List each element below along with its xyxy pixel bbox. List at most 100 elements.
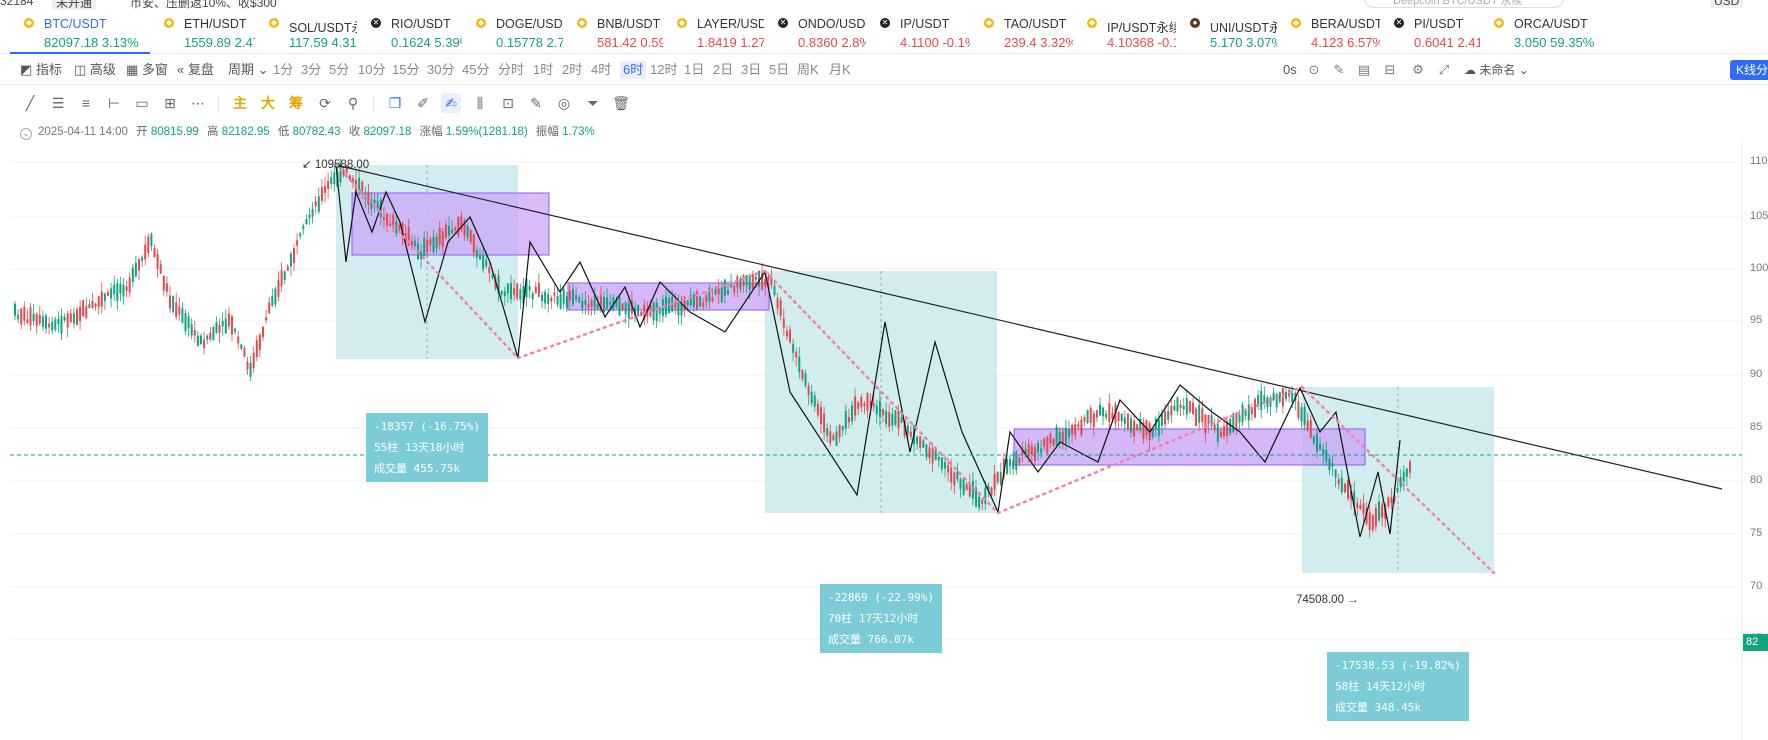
- ticker-tab[interactable]: ◆ ETH/USDT 1559.89 2.47%: [150, 12, 255, 54]
- filter-icon[interactable]: ⏷: [587, 95, 599, 111]
- ticker-tab[interactable]: ◆ BNB/USDT 581.42 0.59%: [563, 12, 663, 54]
- edit-list-icon[interactable]: ✎: [530, 95, 542, 111]
- ticker-price-value: 0.1624: [391, 35, 431, 50]
- advanced-button[interactable]: ◫ 高级: [74, 61, 116, 79]
- measurement-change: -18357 (-16.75%): [374, 420, 480, 433]
- candle-body: [1201, 408, 1204, 423]
- camera-icon[interactable]: ⊙: [1308, 62, 1320, 77]
- ticker-tab[interactable]: ◆ DOGE/USDT 0.15778 2.74%: [462, 12, 563, 54]
- ticker-change: 5.39%: [434, 35, 462, 50]
- horizontal-lines-icon[interactable]: ☰: [51, 95, 65, 111]
- ticker-change: 2.8%: [841, 35, 866, 50]
- period-option[interactable]: 5日: [769, 62, 790, 77]
- fullscreen-icon[interactable]: ⤢: [1438, 62, 1450, 77]
- chips-button[interactable]: 筹: [289, 95, 303, 111]
- period-option[interactable]: 45分: [462, 62, 490, 77]
- period-option[interactable]: 10分: [358, 62, 386, 77]
- ruler-icon[interactable]: ✐: [417, 95, 429, 111]
- horizontal-ray-icon[interactable]: ⊢: [107, 95, 121, 111]
- candle-body: [491, 274, 494, 278]
- period-option[interactable]: 30分: [427, 62, 455, 77]
- ticker-tab[interactable]: ✕ ONDO/USDT 0.8360 2.8%: [764, 12, 866, 54]
- candle-body: [1157, 420, 1160, 436]
- ticker-tab[interactable]: ✕ RIO/USDT 0.1624 5.39%: [357, 12, 462, 54]
- candle-body: [776, 297, 779, 309]
- period-option[interactable]: 15分: [392, 62, 420, 77]
- period-option[interactable]: 5分: [329, 62, 350, 77]
- period-option[interactable]: 分时: [498, 62, 525, 77]
- period-option[interactable]: 1日: [684, 62, 705, 77]
- measurement-box-1[interactable]: -18357 (-16.75%) 55柱 13天18小时 成交量 455.75k: [366, 413, 488, 482]
- open-label: 开: [136, 126, 148, 138]
- candle-body: [748, 276, 751, 290]
- promo-notice[interactable]: 币安、压删返10%、收$300: [130, 0, 277, 10]
- candle-body: [847, 417, 850, 423]
- period-option[interactable]: 周K: [797, 62, 819, 77]
- candle-body: [640, 311, 643, 316]
- binance-icon: ◆: [269, 18, 279, 28]
- replay-button[interactable]: « 复盘: [177, 61, 214, 79]
- y-axis-tick: 110: [1750, 155, 1768, 167]
- ticker-tab[interactable]: ◆ TAO/USDT 239.4 3.32%: [970, 12, 1073, 54]
- period-option[interactable]: 3日: [741, 62, 762, 77]
- big-order-button[interactable]: 大: [261, 95, 275, 111]
- layout-name-dropdown[interactable]: ☁ 未命名 ⌄: [1464, 61, 1529, 79]
- period-option[interactable]: 3分: [301, 62, 322, 77]
- ticker-change: 59.35%: [1550, 35, 1595, 50]
- pencil-icon[interactable]: ✎: [1333, 62, 1345, 77]
- ticker-tab[interactable]: ◆ ORCA/USDT 3.050 59.35%: [1480, 12, 1600, 54]
- measurement-box-2[interactable]: -22869 (-22.99%) 70柱 17天12小时 成交量 766.07k: [820, 584, 942, 653]
- candle-body: [730, 281, 733, 288]
- ticker-tab[interactable]: ◆ BERA/USDT 4.123 6.57%: [1277, 12, 1380, 54]
- price-chart[interactable]: 11010510095908580757065 82 ↙ 109588.00 7…: [0, 142, 1768, 740]
- candle-body: [711, 297, 714, 302]
- period-option[interactable]: 4时: [591, 62, 612, 77]
- period-option[interactable]: 2时: [562, 62, 583, 77]
- candle-body: [1312, 436, 1315, 444]
- period-option[interactable]: 6时: [620, 61, 647, 79]
- period-option[interactable]: 1时: [533, 62, 554, 77]
- parallel-channel-icon[interactable]: ≡: [81, 95, 91, 111]
- indicators-button[interactable]: ◩ 指标: [20, 61, 62, 79]
- main-indicator-button[interactable]: 主: [233, 95, 247, 111]
- magnet-icon[interactable]: ⚲: [347, 95, 359, 111]
- candles-icon[interactable]: ⫼: [476, 95, 484, 111]
- measurement-box-3[interactable]: -17538.53 (-19.82%) 58柱 14天12小时 成交量 348.…: [1327, 652, 1469, 721]
- currency-select[interactable]: USD: [1710, 0, 1744, 8]
- period-option[interactable]: 月K: [829, 62, 851, 77]
- multi-window-button[interactable]: ▦ 多窗: [126, 61, 168, 79]
- status-pill[interactable]: 未开通: [52, 0, 97, 10]
- hide-drawings-icon[interactable]: ◎: [557, 95, 571, 111]
- candle-body: [556, 296, 559, 305]
- period-option[interactable]: 2日: [713, 62, 734, 77]
- ticker-tab[interactable]: ✕ IP/USDT 4.1100 -0.1%: [866, 12, 970, 54]
- sync-icon[interactable]: ⟳: [319, 95, 331, 111]
- candle-body: [525, 278, 528, 298]
- period-option[interactable]: 1分: [273, 62, 294, 77]
- add-shape-icon[interactable]: ⊞: [164, 95, 176, 111]
- ticker-tab[interactable]: ◆ BTC/USDT 82097.18 3.13%: [10, 12, 150, 54]
- copy-icon[interactable]: ❐: [388, 95, 402, 111]
- candle-body: [1179, 404, 1182, 408]
- period-option[interactable]: 12时: [650, 62, 678, 77]
- layout-icon[interactable]: ▤: [1357, 62, 1371, 77]
- ticker-tab[interactable]: ● UNI/USDT永续5.170 3.07%: [1176, 12, 1277, 54]
- draw-mode-icon[interactable]: ✍: [441, 93, 461, 113]
- search-input[interactable]: Deepcoin BTC/USDT 永续: [1364, 0, 1564, 8]
- template-icon[interactable]: ⊟: [1384, 62, 1396, 77]
- rectangle-icon[interactable]: ▭: [135, 95, 149, 111]
- trend-line-icon[interactable]: ╱: [25, 95, 35, 111]
- kline-button[interactable]: K线分: [1730, 60, 1768, 80]
- collapse-icon[interactable]: ⌄: [20, 128, 32, 140]
- more-icon[interactable]: ⋯: [191, 95, 205, 111]
- lock-icon[interactable]: ⊡: [502, 95, 514, 111]
- ticker-tab[interactable]: ◆ LAYER/USDT 1.8419 1.27%: [663, 12, 764, 54]
- candle-body: [262, 326, 264, 338]
- chart-canvas[interactable]: [0, 142, 1768, 740]
- period-dropdown[interactable]: 周期 ⌄: [228, 61, 269, 79]
- ticker-tab[interactable]: ✕ PI/USDT 0.6041 2.41%: [1380, 12, 1480, 54]
- trash-icon[interactable]: 🗑: [612, 95, 630, 111]
- settings-icon[interactable]: ⚙: [1412, 62, 1424, 77]
